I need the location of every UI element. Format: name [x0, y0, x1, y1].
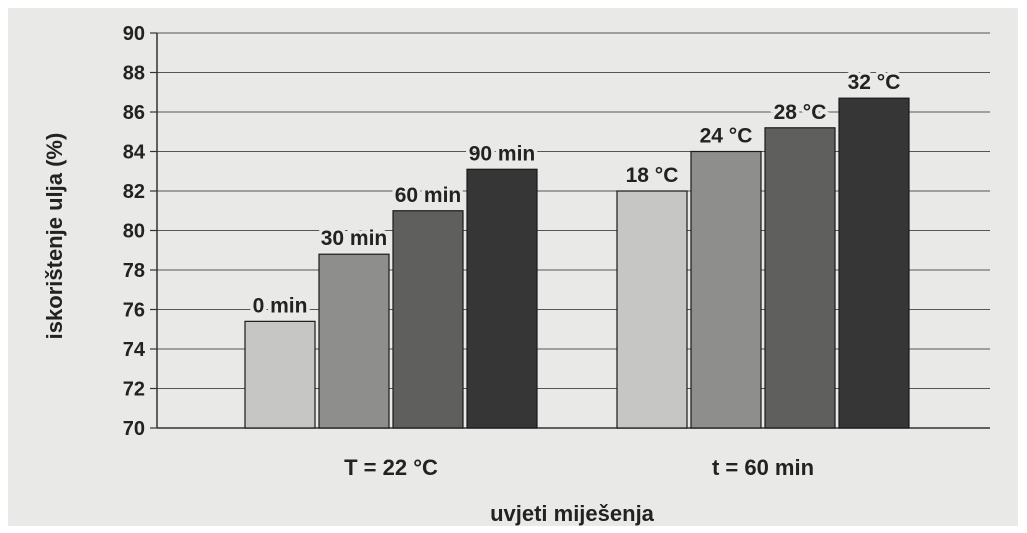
- bar-label: 28 °C: [774, 101, 827, 124]
- y-tick-label: 80: [123, 221, 145, 243]
- bar: [392, 210, 464, 429]
- y-tick-label: 76: [123, 300, 145, 322]
- y-tick-label: 86: [123, 102, 145, 124]
- y-tick-label: 84: [123, 142, 146, 164]
- y-tick-label: 78: [123, 260, 145, 282]
- bar-label: 32 °C: [848, 71, 901, 94]
- x-axis-title: uvjeti miješenja: [490, 501, 655, 526]
- bar: [318, 253, 390, 429]
- y-tick-label: 88: [123, 63, 145, 85]
- y-axis-title: iskorištenje ulja (%): [42, 133, 67, 340]
- bar-label: 60 min: [395, 184, 462, 207]
- y-tick-label: 90: [123, 23, 145, 45]
- bar-label: 30 min: [321, 227, 388, 250]
- bar: [616, 190, 688, 429]
- y-tick-label: 74: [123, 339, 146, 361]
- y-tick-label: 82: [123, 181, 145, 203]
- bar: [838, 97, 910, 429]
- bar-label: 18 °C: [626, 164, 679, 187]
- bar-label: 0 min: [253, 294, 308, 317]
- bars: [244, 97, 910, 429]
- bar: [244, 320, 316, 429]
- bar: [690, 150, 762, 429]
- x-category-label: t = 60 min: [712, 455, 814, 480]
- axes: 70 72 74 76 78 80 82 84 86 88 90: [123, 23, 990, 440]
- x-category-label: T = 22 °C: [344, 455, 438, 480]
- bar: [466, 168, 538, 429]
- bar: [764, 127, 836, 429]
- bar-label: 24 °C: [700, 125, 753, 148]
- y-tick-label: 70: [123, 418, 145, 440]
- bar-labels: 0 min 30 min 60 min 90 min T = 22 °C 18 °C 24 …: [249, 68, 904, 480]
- bar-label: 90 min: [469, 142, 536, 165]
- y-tick-label: 72: [123, 379, 145, 401]
